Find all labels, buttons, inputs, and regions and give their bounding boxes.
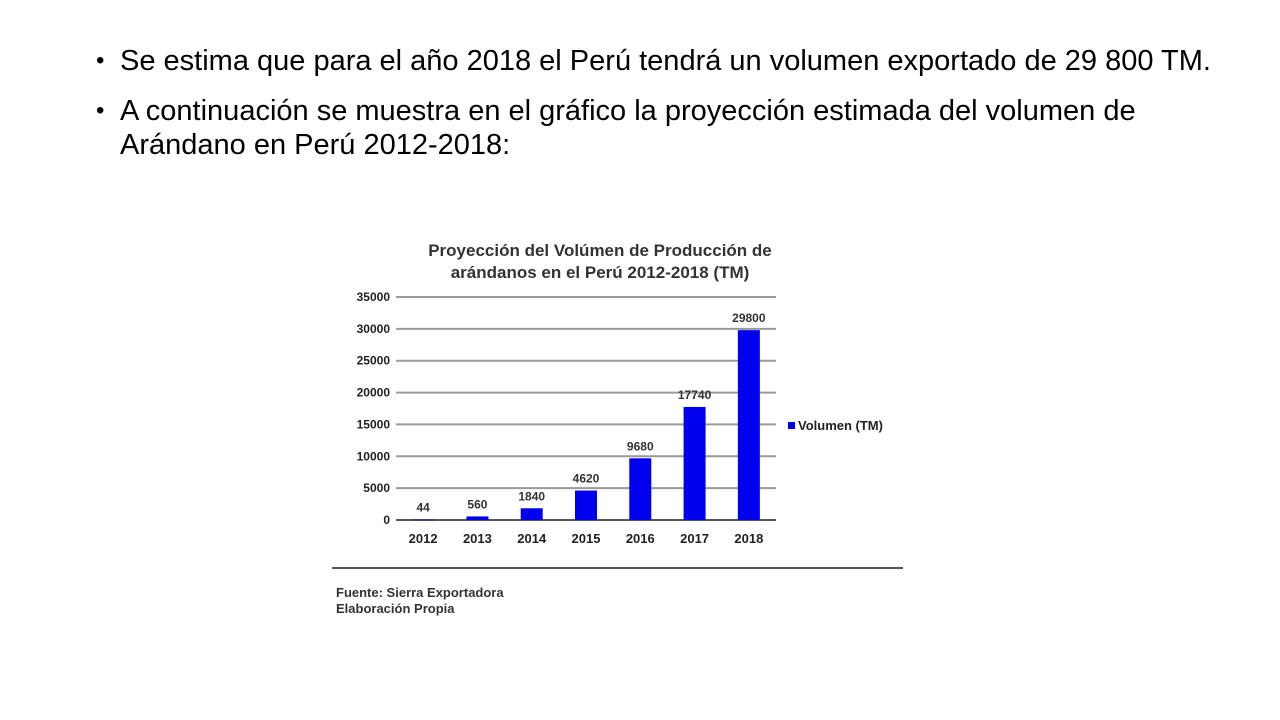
legend: Volumen (TM) [788,418,883,433]
bullet-text: Se estima que para el año 2018 el Perú t… [120,45,1211,77]
y-tick-label: 10000 [357,449,391,463]
bar [737,330,760,520]
legend-swatch-icon [788,422,795,429]
x-tick-label: 2018 [734,531,763,546]
y-tick-label: 0 [383,513,390,527]
bullet-text: A continuación se muestra en el gráfico … [120,95,1136,161]
x-tick-label: 2013 [463,531,492,546]
data-label: 44 [416,501,430,515]
y-tick-label: 25000 [357,354,391,368]
chart-title-line: arándanos en el Perú 2012-2018 (TM) [450,263,750,282]
source-note: Fuente: Sierra Exportadora Elaboración P… [336,585,504,617]
data-labels: 44 560 1840 4620 9680 17740 29800 [416,311,765,515]
bullet-item: • A continuación se muestra en el gráfic… [96,94,1226,162]
x-tick-label: 2017 [680,531,709,546]
bar [520,508,543,520]
y-tick-label: 35000 [357,290,391,304]
bars [412,330,760,521]
x-tick-label: 2012 [409,531,438,546]
bar [575,490,597,520]
y-tick-label: 20000 [357,386,391,400]
bullet-list: • Se estima que para el año 2018 el Perú… [96,44,1226,178]
y-tick-label: 15000 [357,417,391,431]
bar-chart: 0 5000 10000 15000 20000 25000 30000 35000 44 56… [357,290,883,546]
data-label: 4620 [573,472,600,486]
x-tick-label: 2015 [572,531,601,546]
legend-label: Volumen (TM) [798,418,883,433]
bar [683,406,706,520]
source-line: Elaboración Propia [336,601,455,616]
grid-lines [396,296,776,521]
source-line: Fuente: Sierra Exportadora [336,585,504,600]
source-divider [332,567,903,569]
y-tick-label: 30000 [357,322,391,336]
data-label: 29800 [732,311,766,325]
bar [629,458,652,520]
y-tick-label: 5000 [363,481,390,495]
bullet-item: • Se estima que para el año 2018 el Perú… [96,44,1226,78]
chart-title-line: Proyección del Volúmen de Producción de [428,241,772,260]
chart-title: Proyección del Volúmen de Producción de … [340,240,860,284]
data-label: 17740 [678,388,712,402]
data-label: 1840 [518,489,545,503]
x-tick-label: 2016 [626,531,655,546]
data-label: 560 [467,497,487,511]
x-axis-ticks: 2012 2013 2014 2015 2016 2017 2018 [409,531,764,546]
x-tick-label: 2014 [517,531,547,546]
bullet-dot-icon: • [96,97,105,124]
y-axis-ticks: 0 5000 10000 15000 20000 25000 30000 35000 [357,290,391,527]
bar [466,516,489,520]
data-label: 9680 [627,439,654,453]
bar [412,519,435,521]
bullet-dot-icon: • [96,47,105,74]
